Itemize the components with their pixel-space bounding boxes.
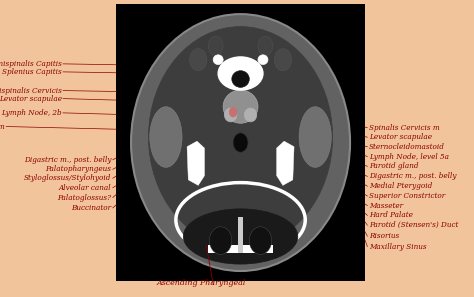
Text: Lymph Node, level 5a: Lymph Node, level 5a	[369, 153, 449, 160]
Text: Hard Palate: Hard Palate	[369, 211, 413, 219]
Ellipse shape	[223, 90, 258, 123]
Text: Parotid gland: Parotid gland	[369, 162, 418, 170]
Ellipse shape	[249, 227, 272, 255]
Polygon shape	[187, 141, 204, 185]
Ellipse shape	[244, 108, 257, 122]
Text: Masseter: Masseter	[369, 202, 403, 209]
Text: Levator scapulae: Levator scapulae	[0, 95, 62, 102]
Ellipse shape	[233, 133, 248, 152]
Bar	[238, 217, 243, 253]
Ellipse shape	[224, 108, 237, 122]
Ellipse shape	[183, 209, 298, 264]
Text: Superior Constrictor: Superior Constrictor	[369, 192, 445, 200]
Ellipse shape	[299, 107, 331, 168]
Text: Maxillary Sinus: Maxillary Sinus	[369, 243, 427, 250]
Text: Risorius: Risorius	[369, 232, 399, 240]
Text: Palatopharyngeus: Palatopharyngeus	[46, 165, 111, 173]
Ellipse shape	[210, 227, 232, 255]
Text: Digastric m., post. belly: Digastric m., post. belly	[369, 173, 456, 180]
Text: Splenius Capitis: Splenius Capitis	[2, 68, 62, 76]
Ellipse shape	[148, 26, 333, 247]
Text: Levator scapulae: Levator scapulae	[369, 133, 432, 141]
Ellipse shape	[150, 107, 182, 168]
Ellipse shape	[208, 36, 223, 56]
Ellipse shape	[229, 107, 237, 117]
Ellipse shape	[232, 71, 249, 87]
Text: Styloglossus/Stylohyoid: Styloglossus/Stylohyoid	[24, 174, 111, 182]
Text: Spinalis Cervicis m: Spinalis Cervicis m	[369, 124, 439, 132]
Text: Longus Colli/ Capitis mm: Longus Colli/ Capitis mm	[0, 123, 5, 130]
Text: Lymph Node, 2b: Lymph Node, 2b	[1, 109, 62, 117]
Polygon shape	[277, 141, 294, 185]
Text: Buccinator: Buccinator	[71, 204, 111, 212]
Text: Parotid (Stensen's) Duct: Parotid (Stensen's) Duct	[369, 221, 458, 229]
Ellipse shape	[258, 36, 273, 56]
Text: Palatoglossus?: Palatoglossus?	[57, 194, 111, 201]
Text: Semispinalis Cervicis: Semispinalis Cervicis	[0, 87, 62, 94]
Text: Semispinalis Capitis: Semispinalis Capitis	[0, 60, 62, 68]
Text: Medial Pterygoid: Medial Pterygoid	[369, 182, 432, 190]
Ellipse shape	[218, 57, 263, 90]
Text: Ascending Pharyngeal: Ascending Pharyngeal	[156, 279, 246, 287]
Bar	[116, 4, 365, 281]
Bar	[208, 245, 273, 253]
Text: Sternocleidomastoid: Sternocleidomastoid	[369, 143, 445, 151]
Ellipse shape	[274, 49, 292, 71]
Ellipse shape	[131, 14, 350, 271]
Ellipse shape	[213, 55, 223, 64]
Text: Alveolar canal: Alveolar canal	[59, 184, 111, 192]
Ellipse shape	[190, 49, 207, 71]
Ellipse shape	[258, 55, 268, 64]
Text: Digastric m., post. belly: Digastric m., post. belly	[24, 156, 111, 164]
